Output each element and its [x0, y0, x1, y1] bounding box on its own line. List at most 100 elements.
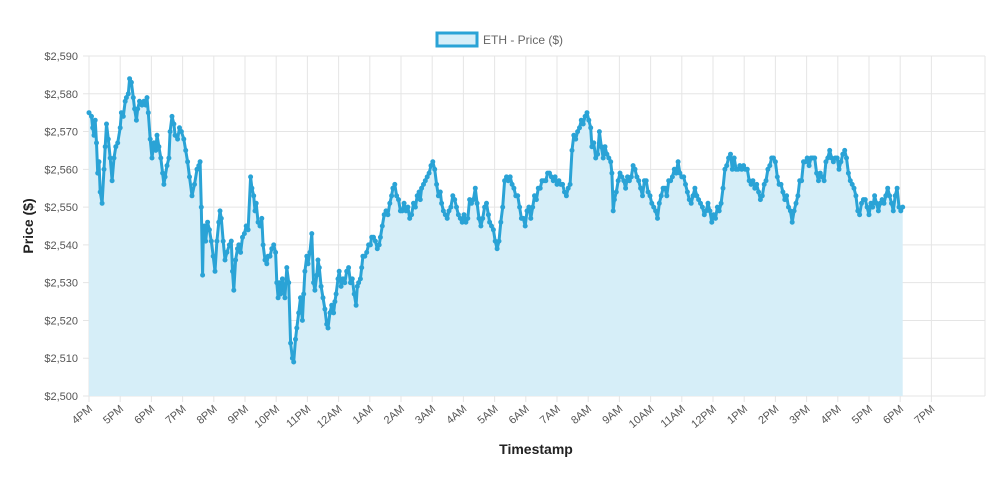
x-tick-label: 5PM: [101, 403, 126, 427]
data-point: [120, 113, 126, 119]
data-point: [640, 193, 645, 199]
data-point: [428, 163, 434, 169]
data-point: [147, 136, 153, 142]
data-point: [696, 197, 702, 203]
data-point: [752, 185, 758, 191]
data-point: [793, 200, 799, 206]
data-point: [840, 151, 846, 157]
data-point: [240, 234, 245, 240]
data-point: [862, 197, 868, 203]
data-point: [683, 181, 688, 187]
data-point: [520, 215, 526, 221]
data-point: [812, 155, 818, 161]
data-point: [892, 193, 898, 199]
data-point: [714, 204, 720, 210]
data-point: [238, 249, 244, 255]
data-point: [299, 317, 305, 323]
data-point: [426, 170, 432, 176]
data-point: [482, 204, 488, 210]
y-tick-label: $2,570: [44, 127, 78, 139]
data-point: [669, 174, 675, 180]
data-point: [823, 159, 829, 165]
data-point: [677, 170, 683, 176]
data-point: [827, 147, 833, 153]
data-point: [357, 276, 363, 282]
data-point: [89, 113, 94, 119]
data-point: [412, 204, 418, 210]
data-point: [532, 193, 537, 199]
data-point: [613, 189, 619, 195]
data-point: [588, 125, 594, 131]
data-point: [434, 181, 440, 187]
data-point: [530, 204, 536, 210]
data-point: [257, 223, 263, 229]
data-point: [417, 197, 423, 203]
data-point: [457, 215, 463, 221]
x-tick-label: 2PM: [756, 403, 781, 427]
data-point: [609, 170, 615, 176]
data-point: [580, 121, 586, 127]
data-point: [362, 253, 368, 259]
data-point: [351, 291, 357, 297]
data-point: [271, 242, 277, 248]
data-point: [414, 193, 420, 199]
data-point: [461, 212, 467, 218]
x-tick-label: 8AM: [569, 403, 594, 427]
data-point: [681, 174, 687, 180]
price-area-fill: [89, 78, 903, 396]
data-point: [278, 291, 284, 297]
x-tick-label: 8PM: [195, 403, 220, 427]
data-point: [401, 200, 407, 206]
data-point: [632, 166, 638, 172]
data-point: [336, 268, 342, 274]
data-point: [113, 144, 119, 150]
data-point: [791, 208, 797, 214]
data-point: [149, 155, 155, 161]
data-point: [889, 200, 894, 206]
data-point: [206, 227, 212, 233]
x-tick-label: 11PM: [284, 403, 313, 430]
data-point: [153, 147, 159, 153]
data-point: [92, 117, 98, 123]
x-tick-label: 9AM: [600, 403, 625, 427]
x-tick-label: 4PM: [819, 403, 844, 427]
data-point: [636, 178, 642, 184]
data-point: [626, 178, 632, 184]
data-point: [169, 113, 175, 119]
data-point: [655, 215, 660, 221]
data-point: [604, 151, 610, 157]
data-point: [273, 249, 279, 255]
data-point: [647, 193, 653, 199]
data-point: [249, 185, 255, 191]
data-point: [757, 197, 763, 203]
data-point: [643, 178, 649, 184]
data-point: [376, 242, 382, 248]
data-point: [855, 208, 861, 214]
data-point: [772, 159, 778, 165]
data-point: [264, 261, 270, 267]
points-layer: [86, 76, 906, 365]
data-point: [197, 159, 203, 165]
data-point: [731, 155, 737, 161]
data-point: [664, 193, 670, 199]
data-point: [898, 208, 904, 214]
data-point: [177, 125, 182, 131]
data-point: [744, 166, 750, 172]
data-point: [96, 159, 102, 165]
data-point: [763, 178, 769, 184]
data-point: [838, 159, 844, 165]
legend-swatch[interactable]: [435, 31, 479, 48]
x-tick-label: 7PM: [912, 403, 937, 427]
data-point: [91, 132, 97, 138]
data-point: [465, 215, 471, 221]
data-point: [372, 238, 378, 244]
data-point: [586, 117, 592, 123]
legend[interactable]: ETH - Price ($): [435, 31, 563, 48]
data-point: [611, 197, 617, 203]
data-point: [387, 200, 393, 206]
data-point: [455, 212, 461, 218]
data-point: [606, 155, 612, 161]
data-point: [881, 200, 887, 206]
data-point: [192, 181, 197, 187]
data-point: [144, 95, 150, 101]
